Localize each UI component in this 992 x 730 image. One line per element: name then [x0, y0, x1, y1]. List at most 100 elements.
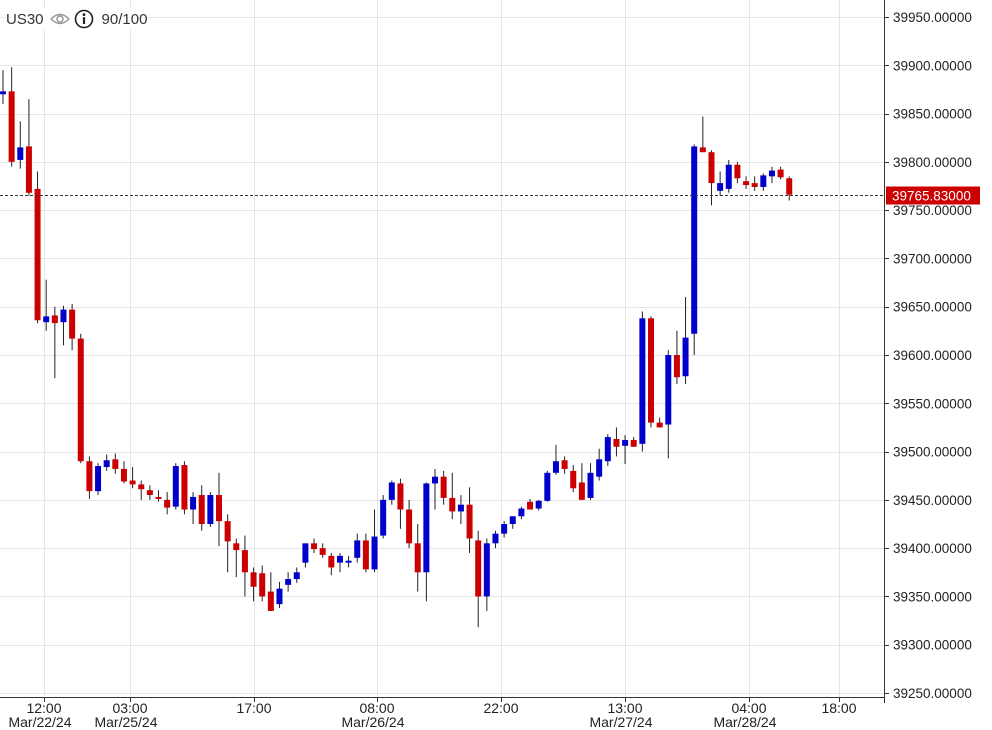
candle	[362, 533, 369, 573]
candle	[380, 495, 387, 539]
candle	[198, 485, 205, 531]
candle-body	[449, 497, 456, 512]
x-tick-date: Mar/25/24	[94, 714, 157, 730]
candle	[717, 171, 724, 196]
candle	[691, 144, 698, 355]
candle-body	[492, 533, 499, 544]
candle-body	[587, 472, 594, 498]
candle	[60, 305, 67, 346]
chart-header: US30 90/100	[6, 8, 148, 30]
candle	[440, 470, 447, 505]
eye-icon[interactable]	[49, 12, 70, 26]
y-tick-label: 39400.00000	[893, 541, 972, 556]
y-tick-label: 39850.00000	[893, 107, 972, 122]
candle-body	[604, 437, 611, 462]
candle	[449, 472, 456, 520]
candle	[751, 176, 758, 191]
candle	[224, 514, 231, 573]
candle	[414, 524, 421, 592]
candle	[432, 468, 438, 510]
candle	[285, 572, 292, 592]
candle-body	[777, 169, 784, 178]
candle-body	[552, 461, 559, 473]
y-tick-label: 39900.00000	[893, 58, 972, 73]
candle	[336, 552, 343, 573]
candle-body	[596, 459, 603, 477]
candle-body	[509, 516, 516, 524]
candle	[777, 166, 784, 180]
candle-body	[319, 548, 326, 555]
candle	[535, 499, 542, 511]
candle	[17, 121, 24, 169]
x-tick-time: 22:00	[483, 700, 518, 716]
candle-body	[682, 337, 689, 377]
candle	[665, 350, 672, 459]
x-tick-time: 13:00	[607, 700, 642, 716]
candle-body	[259, 573, 266, 597]
candle-body	[60, 309, 67, 323]
candle	[181, 461, 188, 515]
candle-body	[293, 572, 300, 580]
current-price-tag	[886, 186, 980, 205]
candle	[734, 161, 741, 184]
candle	[639, 311, 646, 452]
x-tick-date: Mar/26/24	[341, 714, 404, 730]
x-tick-time: 17:00	[236, 700, 271, 716]
candle	[129, 467, 136, 489]
candle-body	[103, 460, 110, 468]
candle-body	[406, 509, 413, 544]
candle	[492, 530, 499, 549]
candle-body	[768, 170, 775, 177]
candle	[293, 567, 300, 583]
candle	[164, 492, 171, 515]
candle	[77, 333, 84, 464]
candle-body	[86, 461, 93, 492]
candle-body	[397, 483, 404, 510]
candle-body	[311, 543, 318, 550]
candle-body	[501, 524, 508, 534]
candle	[233, 538, 240, 578]
y-tick-label: 39500.00000	[893, 445, 972, 460]
candle-body	[656, 422, 663, 428]
candle-body	[250, 572, 257, 587]
candle	[457, 495, 464, 524]
candle	[552, 444, 559, 475]
candle	[267, 572, 274, 611]
y-tick-label: 39700.00000	[893, 251, 972, 266]
candle-body	[146, 490, 153, 496]
candle	[673, 330, 680, 384]
candle	[708, 150, 715, 206]
candle-body	[613, 439, 620, 447]
x-tick-time: 04:00	[731, 700, 766, 716]
candle-body	[190, 496, 197, 510]
candle-body	[371, 536, 378, 570]
candle-body	[483, 543, 490, 597]
candle-body	[172, 466, 179, 507]
candle-body	[466, 504, 473, 539]
candle	[69, 303, 76, 351]
candle	[518, 506, 525, 520]
candle	[51, 306, 58, 379]
candle-body	[77, 338, 84, 462]
zoom-label: 90/100	[101, 10, 148, 28]
x-tick-time: 03:00	[112, 700, 147, 716]
candle	[509, 516, 516, 529]
candle-body	[336, 555, 343, 563]
candle-body	[414, 543, 421, 573]
y-tick-label: 39300.00000	[893, 638, 972, 653]
candle	[630, 437, 637, 447]
candle-body	[665, 355, 672, 425]
candle-body	[302, 543, 309, 563]
x-tick-date: Mar/28/24	[713, 714, 776, 730]
candle	[172, 463, 179, 510]
candle-body	[233, 543, 240, 551]
candle	[120, 461, 127, 484]
x-tick-date: Mar/27/24	[589, 714, 652, 730]
candle	[25, 99, 32, 196]
info-icon[interactable]	[74, 9, 94, 29]
candle	[544, 470, 551, 502]
candle-body	[622, 439, 629, 446]
y-tick-label: 39950.00000	[893, 10, 972, 25]
